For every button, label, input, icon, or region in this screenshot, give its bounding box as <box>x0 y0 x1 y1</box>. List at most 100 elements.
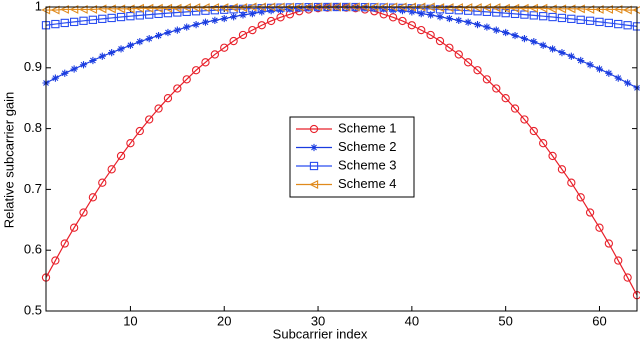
legend-label: Scheme 4 <box>338 176 397 191</box>
data-point <box>605 69 613 77</box>
data-point <box>604 4 614 14</box>
data-point <box>389 6 397 14</box>
data-point <box>173 26 181 34</box>
data-point <box>201 58 210 67</box>
data-point <box>182 7 191 17</box>
data-point <box>585 4 595 14</box>
data-point <box>624 79 632 87</box>
data-point <box>398 7 407 15</box>
data-point <box>220 43 229 52</box>
data-point <box>163 94 173 103</box>
data-point <box>154 104 163 113</box>
data-point <box>407 21 417 30</box>
data-point <box>211 16 219 24</box>
data-point <box>88 4 98 14</box>
data-point <box>548 12 557 22</box>
data-point <box>191 3 201 13</box>
data-point <box>200 3 210 13</box>
data-point <box>595 17 604 27</box>
data-point <box>135 11 144 20</box>
data-point <box>266 16 276 26</box>
data-point <box>69 17 79 27</box>
data-point <box>502 28 510 37</box>
data-point <box>210 50 220 59</box>
data-point <box>172 3 182 13</box>
data-point <box>134 3 144 13</box>
data-point <box>51 19 60 29</box>
data-point <box>164 28 172 37</box>
data-point <box>444 3 454 13</box>
data-point <box>88 193 98 202</box>
data-point <box>210 3 220 13</box>
data-point <box>70 65 78 73</box>
data-point <box>427 11 435 19</box>
data-point <box>529 11 538 20</box>
data-point <box>51 256 60 265</box>
x-tick-label: 10 <box>123 313 137 328</box>
data-point <box>453 3 463 13</box>
y-tick-label: 0.5 <box>24 302 42 317</box>
series-line <box>45 6 638 27</box>
data-point <box>153 3 163 13</box>
legend-label: Scheme 3 <box>338 157 397 172</box>
data-point <box>69 223 79 232</box>
data-point <box>510 3 520 13</box>
data-point <box>98 14 107 24</box>
data-point <box>60 18 69 28</box>
series-line <box>45 6 638 89</box>
data-point <box>107 165 116 174</box>
data-point <box>500 3 510 13</box>
data-point <box>548 151 557 161</box>
data-point <box>586 61 594 69</box>
data-point <box>528 3 538 13</box>
data-point <box>51 74 59 82</box>
data-point <box>79 208 88 217</box>
data-point <box>483 23 491 31</box>
data-point <box>144 3 154 13</box>
data-point <box>107 13 116 23</box>
data-point <box>220 14 228 23</box>
data-point <box>473 66 482 75</box>
data-point <box>491 3 501 13</box>
data-point <box>267 7 275 15</box>
data-point <box>520 115 529 124</box>
data-point <box>117 45 125 53</box>
data-point <box>454 50 463 59</box>
data-point <box>388 13 398 22</box>
data-point <box>623 273 632 282</box>
data-point <box>173 8 182 17</box>
data-point <box>145 10 154 19</box>
x-tick-label: 20 <box>217 313 231 328</box>
data-point <box>98 52 106 60</box>
y-tick-label: 0.7 <box>24 181 42 196</box>
data-point <box>78 4 88 14</box>
legend: Scheme 1 Scheme 2 Scheme 3 Scheme 4 <box>289 116 415 198</box>
data-point <box>472 3 482 13</box>
data-point <box>520 35 529 43</box>
y-tick-label: 0.9 <box>24 59 42 74</box>
data-point <box>61 69 69 77</box>
data-point <box>435 3 445 13</box>
data-point <box>623 21 632 30</box>
data-point <box>50 5 60 15</box>
legend-marker <box>309 161 319 171</box>
data-point <box>614 256 623 265</box>
data-point <box>548 45 557 53</box>
data-point <box>238 3 248 13</box>
data-point <box>79 16 88 25</box>
data-point <box>135 126 144 136</box>
data-point <box>257 21 266 30</box>
y-axis-label: Relative subcarrier gain <box>1 92 16 229</box>
data-point <box>614 74 622 82</box>
data-point <box>229 36 238 46</box>
data-point <box>501 94 510 103</box>
data-point <box>482 3 492 13</box>
legend-label: Scheme 1 <box>338 120 397 135</box>
data-point <box>145 115 154 124</box>
data-point <box>145 35 153 43</box>
data-point <box>492 84 501 93</box>
data-point <box>201 18 210 26</box>
data-point <box>473 21 482 29</box>
data-point <box>520 10 529 19</box>
